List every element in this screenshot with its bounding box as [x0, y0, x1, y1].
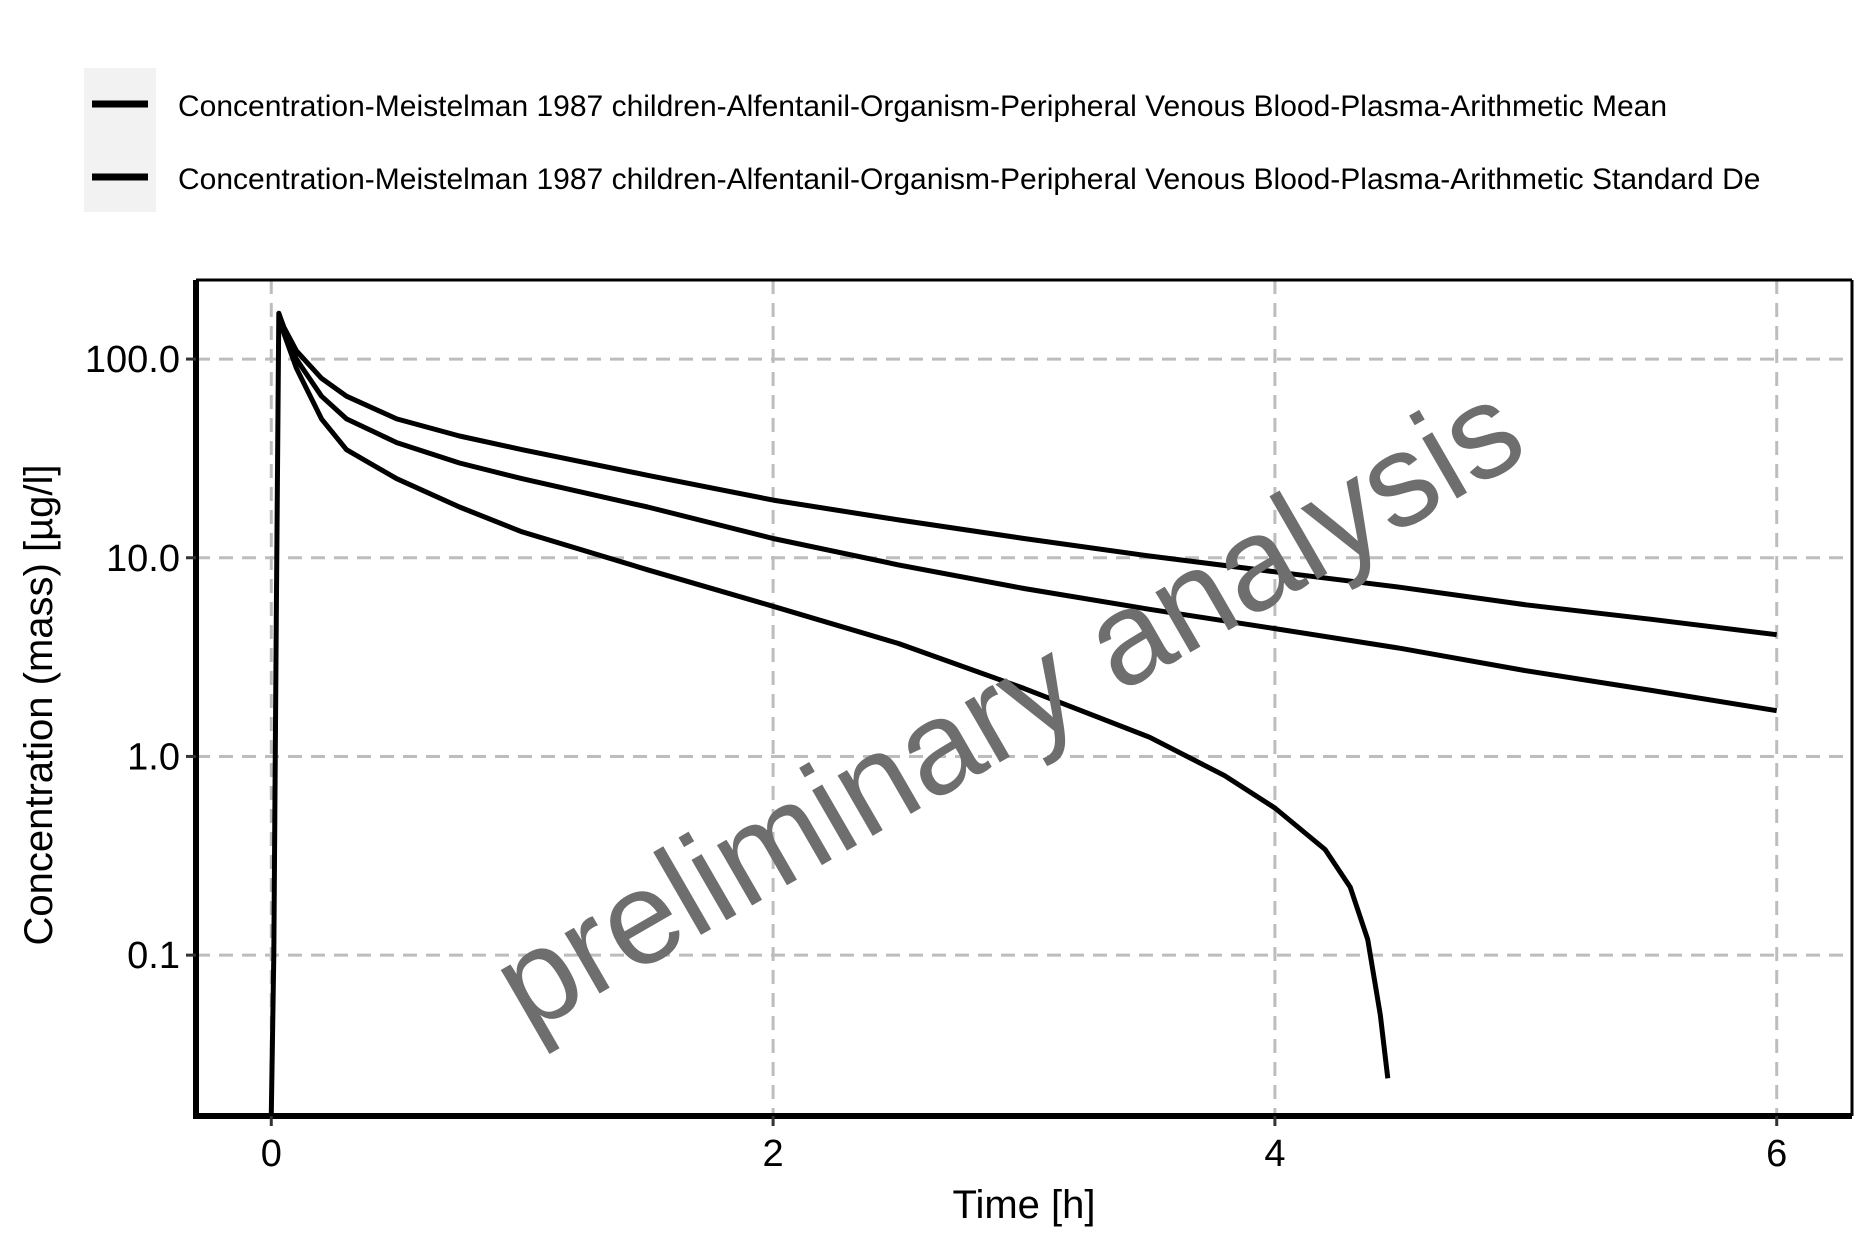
grid-lines [196, 280, 1852, 1116]
legend-label-mean: Concentration-Meistelman 1987 children-A… [178, 90, 1667, 123]
legend-background [84, 68, 156, 212]
x-tick-label-3: 6 [1766, 1133, 1787, 1175]
y-tick-label-0: 0.1 [127, 935, 180, 977]
x-tick-label-0: 0 [261, 1133, 282, 1175]
x-tick-label-2: 4 [1264, 1133, 1285, 1175]
y-tick-label-1: 1.0 [127, 736, 180, 778]
x-tick-label-1: 2 [763, 1133, 784, 1175]
series-line-2 [276, 312, 1778, 714]
x-axis-title: Time [h] [953, 1183, 1096, 1227]
y-tick-label-3: 100.0 [85, 339, 180, 381]
series-line-3 [276, 312, 1391, 1079]
y-axis-title: Concentration (mass) [µg/l] [17, 465, 61, 946]
tick-labels: 0 2 4 6 0.1 1.0 10.0 100.0 [85, 339, 1787, 1175]
legend: Concentration-Meistelman 1987 children-A… [84, 68, 1760, 212]
series-lines [268, 310, 1778, 1114]
y-tick-label-2: 10.0 [106, 538, 180, 580]
legend-label-sd: Concentration-Meistelman 1987 children-A… [178, 163, 1760, 196]
watermark-text: preliminary analysis [469, 352, 1546, 1059]
axes [186, 278, 1854, 1126]
